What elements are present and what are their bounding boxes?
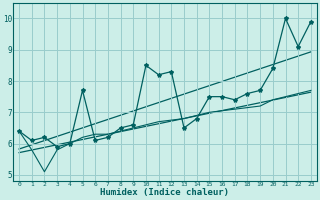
X-axis label: Humidex (Indice chaleur): Humidex (Indice chaleur) <box>100 188 229 197</box>
